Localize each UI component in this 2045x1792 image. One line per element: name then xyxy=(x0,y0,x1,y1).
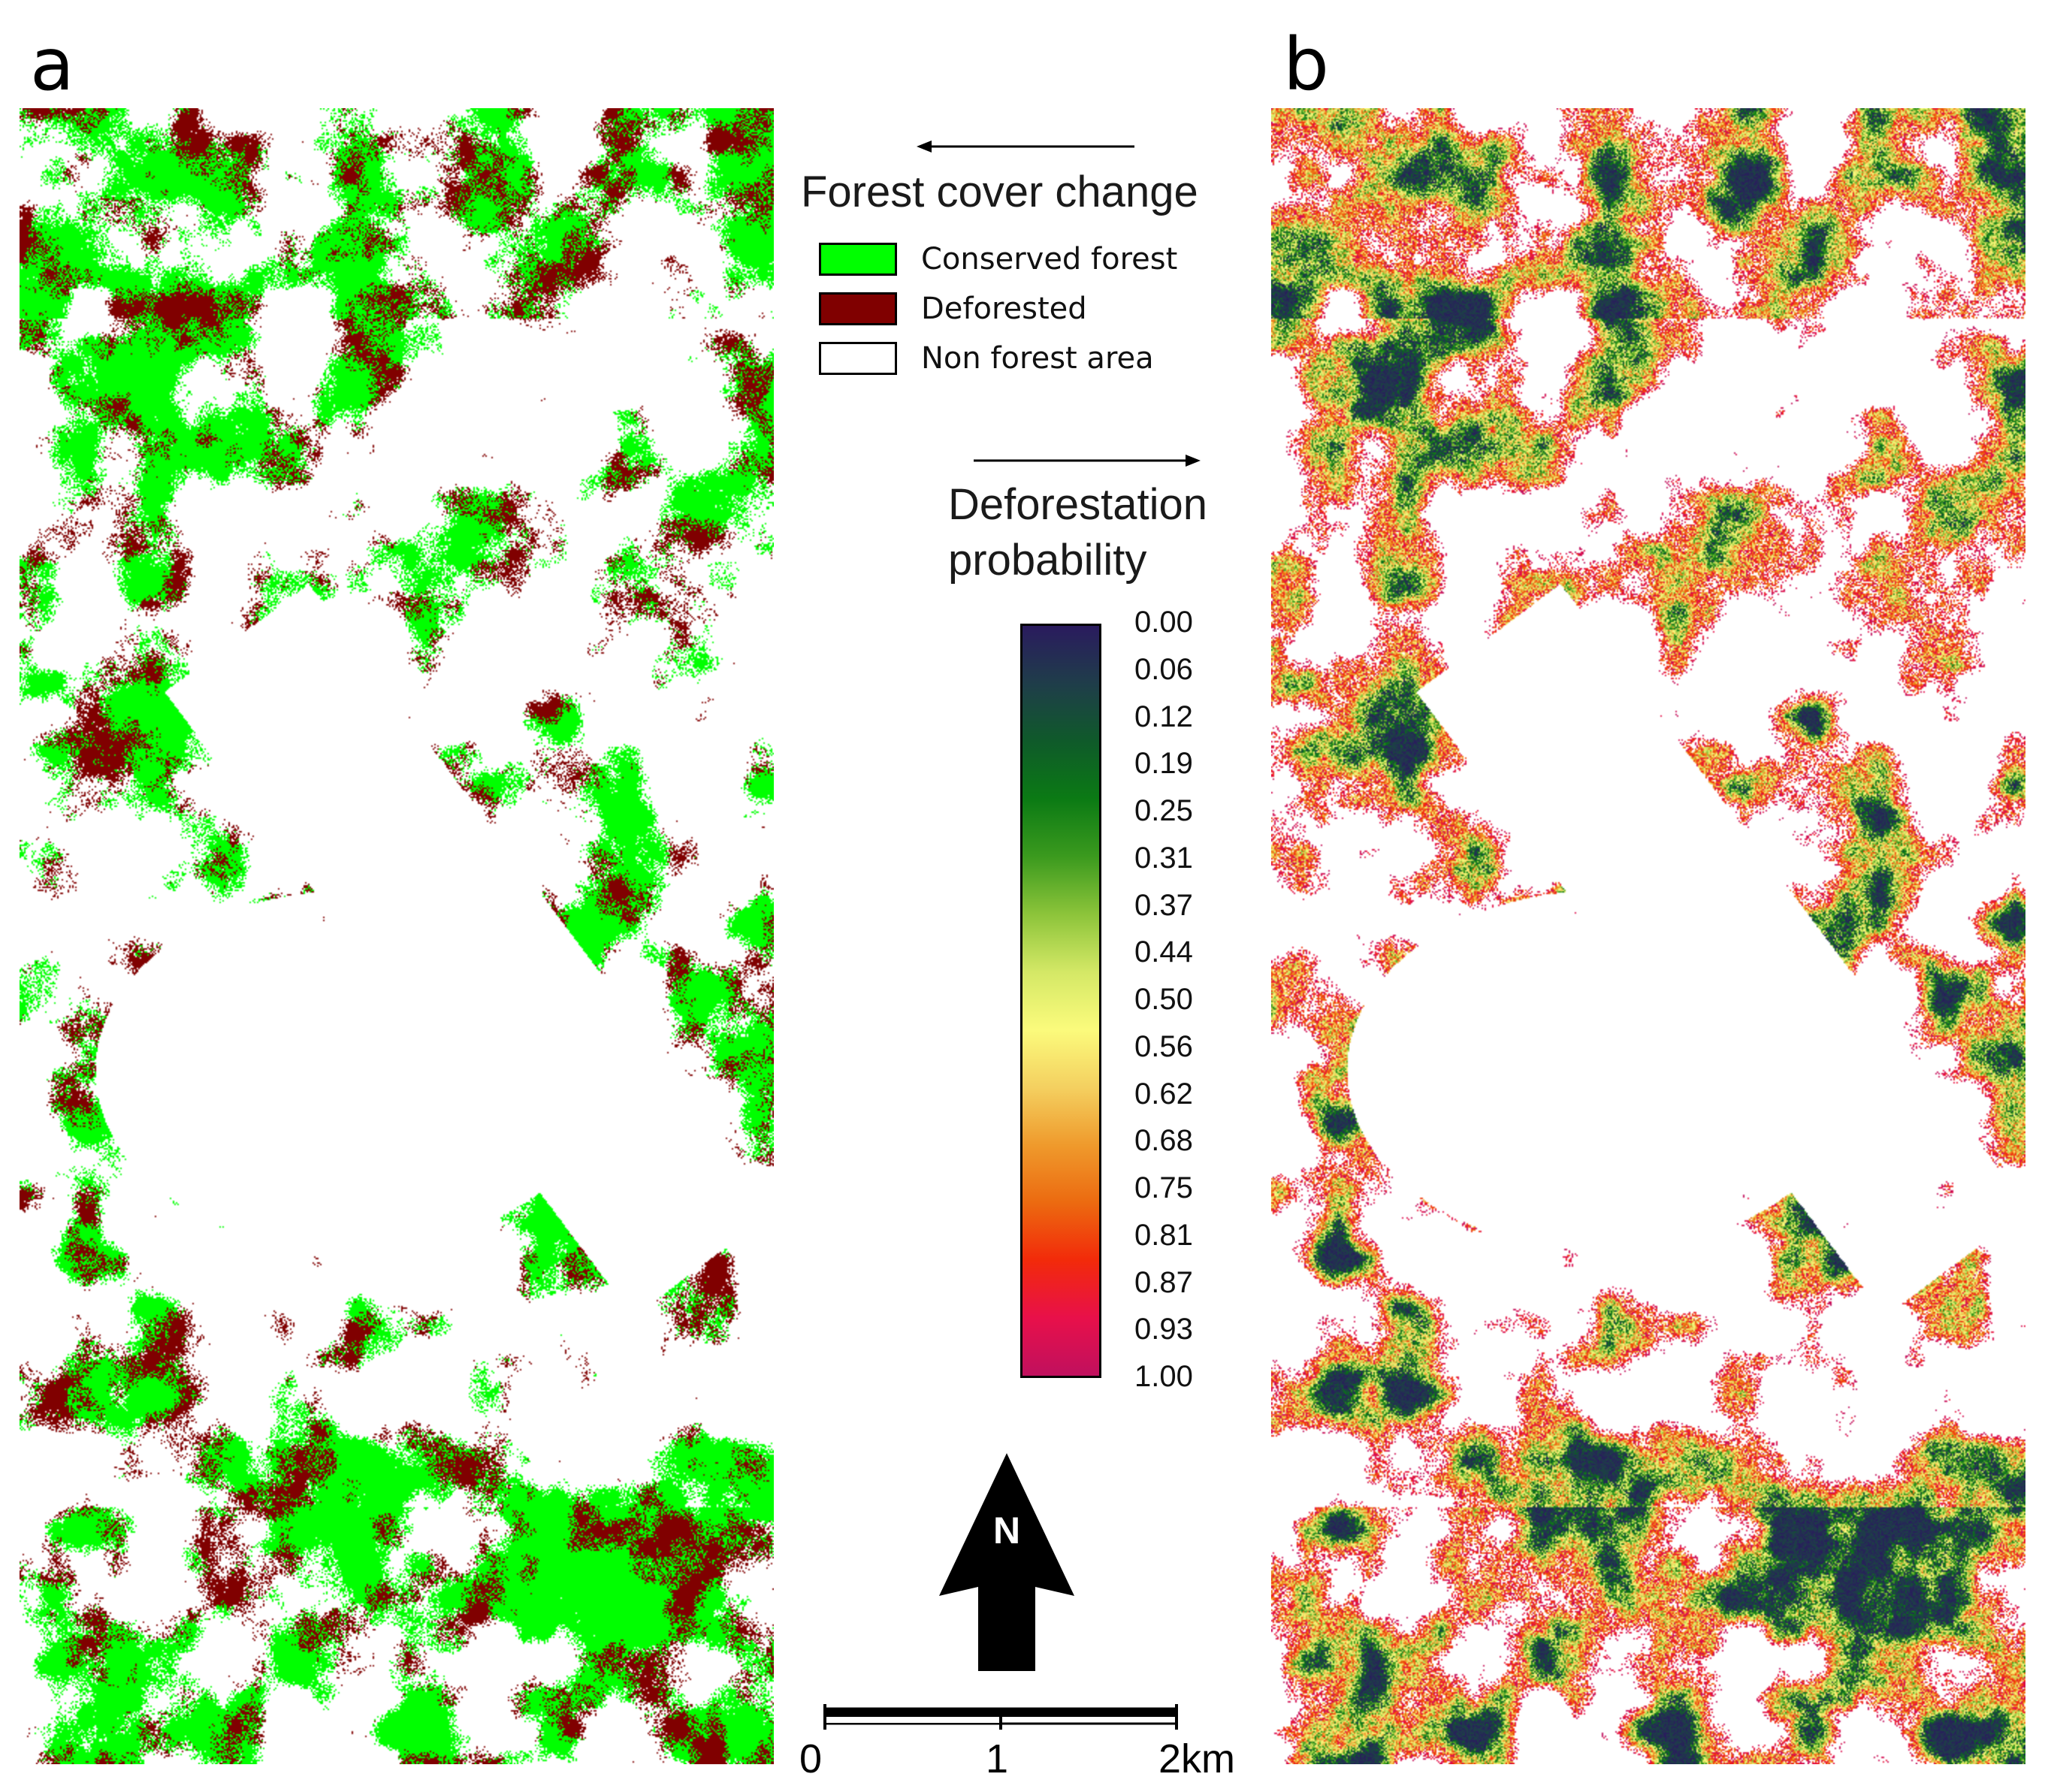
legend-label-deforested: Deforested xyxy=(921,292,1087,326)
north-arrow-icon: N xyxy=(932,1453,1082,1671)
scale-bar xyxy=(823,1704,1178,1731)
colorbar-tick-label: 0.81 xyxy=(1134,1218,1193,1252)
colorbar-tick-label: 0.87 xyxy=(1134,1265,1193,1299)
legend-item-nonforest: Non forest area xyxy=(819,341,1154,376)
colorbar-tick-label: 0.37 xyxy=(1134,888,1193,922)
colorbar-tick-label: 0.44 xyxy=(1134,935,1193,969)
deforestation-probability-map xyxy=(1271,108,2025,1764)
scale-label-1: 1 xyxy=(986,1736,1009,1781)
colorbar-tick-label: 0.68 xyxy=(1134,1124,1193,1158)
legend-item-conserved: Conserved forest xyxy=(819,242,1177,277)
panel-a-label: a xyxy=(30,23,74,107)
colorbar-tick-label: 0.75 xyxy=(1134,1171,1193,1204)
left-arrow-icon xyxy=(917,135,1142,158)
colorbar-tick-label: 0.31 xyxy=(1134,841,1193,875)
scale-label-0: 0 xyxy=(799,1736,823,1781)
probability-colorbar xyxy=(1020,624,1101,1378)
forest-legend-title: Forest cover change xyxy=(801,168,1198,216)
colorbar-tick-label: 0.25 xyxy=(1134,794,1193,827)
non-forest-swatch xyxy=(819,342,897,375)
colorbar-tick-label: 0.93 xyxy=(1134,1313,1193,1346)
colorbar-tick-label: 0.19 xyxy=(1134,747,1193,781)
forest-cover-change-map xyxy=(20,108,774,1764)
colorbar-tick-label: 0.62 xyxy=(1134,1077,1193,1111)
colorbar-tick-label: 0.06 xyxy=(1134,652,1193,686)
legend-label-conserved: Conserved forest xyxy=(921,242,1178,277)
colorbar-tick-label: 0.00 xyxy=(1134,606,1193,639)
right-arrow-icon xyxy=(974,449,1201,472)
scale-label-2km: 2km xyxy=(1158,1736,1236,1781)
probability-legend-title-line2: probability xyxy=(948,536,1147,585)
colorbar-tick-label: 0.12 xyxy=(1134,700,1193,733)
panel-b-label: b xyxy=(1283,23,1329,107)
colorbar-tick-label: 0.50 xyxy=(1134,983,1193,1016)
legend-item-deforested: Deforested xyxy=(819,292,1087,326)
conserved-forest-swatch xyxy=(819,243,897,276)
colorbar-tick-label: 0.56 xyxy=(1134,1029,1193,1063)
forest-cover-raster xyxy=(20,108,774,1764)
probability-legend-title-line1: Deforestation xyxy=(948,480,1207,529)
deforested-swatch xyxy=(819,292,897,325)
colorbar-tick-label: 1.00 xyxy=(1134,1360,1193,1393)
legend-label-nonforest: Non forest area xyxy=(921,341,1154,376)
north-arrow-letter: N xyxy=(993,1509,1020,1552)
probability-raster xyxy=(1271,108,2025,1764)
